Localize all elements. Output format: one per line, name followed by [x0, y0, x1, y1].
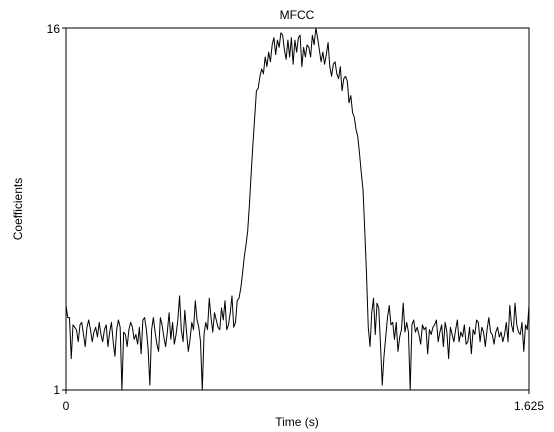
x-axis-label: Time (s)	[275, 415, 319, 429]
plot-area	[65, 27, 530, 391]
x-tick-label-max: 1.625	[514, 399, 544, 413]
y-tick-label-max: 16	[47, 22, 61, 36]
y-tick-label-min: 1	[53, 383, 60, 397]
series-line-0	[65, 27, 530, 391]
chart-title: MFCC	[280, 8, 315, 22]
x-tick-label-min: 0	[63, 399, 70, 413]
series-layer	[65, 27, 530, 391]
y-axis-label: Coefficients	[11, 178, 25, 240]
